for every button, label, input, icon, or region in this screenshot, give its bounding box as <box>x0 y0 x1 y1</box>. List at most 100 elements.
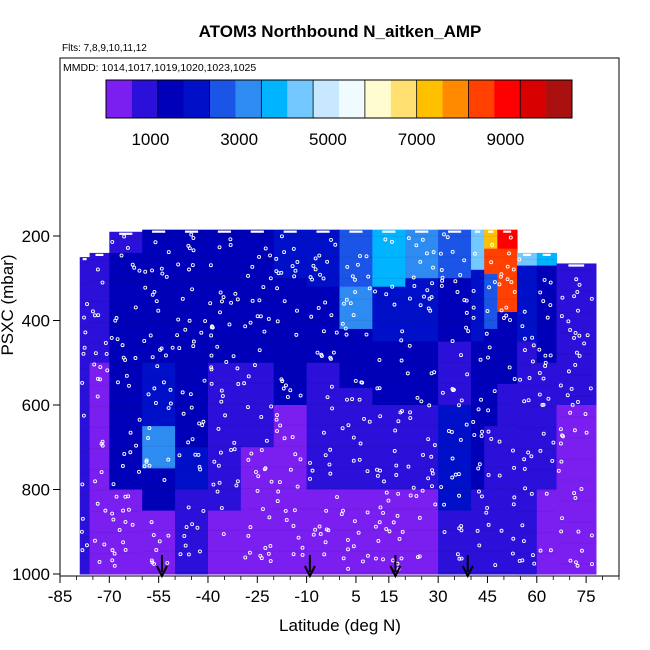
x-tick-label: -55 <box>146 587 171 606</box>
colorbar-swatch <box>183 80 210 118</box>
sample-marker <box>291 552 296 557</box>
sample-marker <box>550 458 555 463</box>
sample-marker <box>178 552 183 557</box>
sample-marker <box>283 508 288 513</box>
sample-marker <box>588 386 593 391</box>
heatmap-cell <box>471 341 485 427</box>
sample-marker <box>396 419 401 424</box>
heatmap-band <box>471 235 485 237</box>
heatmap-band <box>536 258 557 261</box>
sample-marker <box>364 332 369 337</box>
heatmap-cell <box>207 510 242 575</box>
sample-marker <box>576 308 580 313</box>
heatmap-band <box>207 529 241 531</box>
sample-marker <box>429 454 434 459</box>
heatmap-band <box>372 550 406 552</box>
heatmap-band <box>536 405 557 408</box>
heatmap-band <box>240 445 274 447</box>
heatmap-band <box>484 445 498 447</box>
sample-marker <box>541 299 546 304</box>
heatmap-band <box>372 571 406 573</box>
sample-marker <box>257 254 262 259</box>
heatmap-cell <box>142 362 176 427</box>
heatmap-band <box>306 382 340 384</box>
sample-marker <box>466 329 471 334</box>
sample-marker <box>362 416 367 421</box>
heatmap-band <box>89 300 110 303</box>
sample-marker <box>137 268 142 273</box>
sample-marker <box>242 381 247 386</box>
sample-marker <box>508 318 512 323</box>
sample-marker <box>341 508 345 513</box>
sample-marker <box>227 322 232 327</box>
heatmap-band <box>484 319 498 321</box>
heatmap-band <box>339 382 373 384</box>
sample-marker <box>527 376 532 380</box>
heatmap-band <box>405 298 439 300</box>
heatmap-band <box>339 466 373 468</box>
heatmap-band <box>484 403 498 405</box>
colorbar-swatch <box>131 80 159 118</box>
sample-marker <box>479 434 484 438</box>
heatmap-band <box>372 340 406 342</box>
sample-marker <box>512 465 517 470</box>
sample-marker <box>154 548 159 552</box>
sample-marker <box>358 254 362 258</box>
sample-marker <box>418 259 423 264</box>
heatmap-band <box>79 326 90 328</box>
sample-marker <box>408 493 413 498</box>
heatmap-band <box>536 573 557 576</box>
heatmap-band <box>339 487 373 489</box>
sample-marker <box>130 522 135 527</box>
heatmap-band <box>497 319 518 321</box>
sample-marker <box>198 549 202 554</box>
sample-marker <box>163 353 168 358</box>
sample-marker <box>80 380 85 385</box>
heatmap-cell <box>372 489 406 575</box>
heatmap-band <box>471 508 485 510</box>
sample-marker <box>396 491 401 496</box>
sample-marker <box>574 277 579 282</box>
sample-marker <box>177 453 182 458</box>
sample-marker <box>309 314 314 319</box>
sample-marker <box>330 406 335 411</box>
sample-marker <box>543 360 548 365</box>
sample-marker <box>360 559 365 564</box>
sample-marker <box>114 494 119 499</box>
colorbar-swatch <box>235 80 262 118</box>
sample-marker <box>209 325 214 330</box>
sample-marker <box>433 502 438 507</box>
sample-marker <box>235 297 240 302</box>
sample-marker <box>261 285 266 290</box>
heatmap-band <box>207 466 241 468</box>
heatmap-band <box>142 466 176 468</box>
sample-marker <box>574 350 579 355</box>
sample-marker <box>364 254 369 259</box>
sample-marker <box>459 398 464 403</box>
sample-marker <box>390 284 395 289</box>
sample-marker <box>504 313 509 318</box>
sample-marker <box>415 555 420 560</box>
sample-marker <box>545 315 550 320</box>
x-tick-label: 5 <box>351 587 360 606</box>
sample-marker <box>492 280 497 284</box>
sample-marker <box>450 456 455 461</box>
heatmap-cell <box>517 468 538 575</box>
sample-marker <box>209 365 214 370</box>
chart-title: ATOM3 Northbound N_aitken_AMP <box>199 22 482 41</box>
heatmap-cell <box>497 383 518 575</box>
heatmap-band <box>306 256 340 258</box>
sample-marker <box>149 520 154 525</box>
heatmap-band <box>89 384 110 387</box>
heatmap-cell <box>405 229 439 279</box>
heatmap-band <box>306 550 340 552</box>
sample-marker <box>170 345 175 350</box>
sample-marker <box>116 380 120 385</box>
sample-marker <box>365 469 370 474</box>
sample-marker <box>313 267 318 272</box>
sample-marker <box>509 280 514 285</box>
sample-marker <box>414 494 419 499</box>
heatmap-band <box>517 300 537 303</box>
heatmap-cell <box>79 257 91 575</box>
sample-marker <box>123 547 128 552</box>
